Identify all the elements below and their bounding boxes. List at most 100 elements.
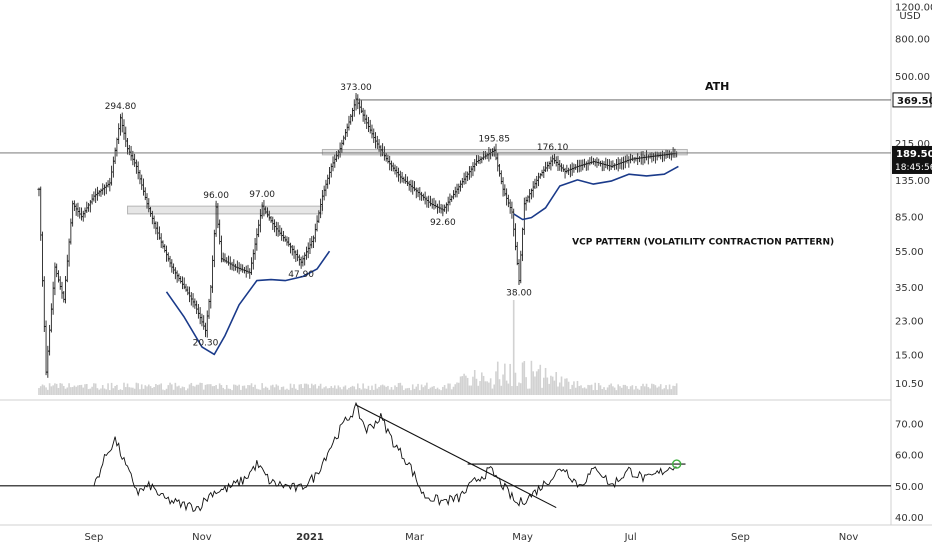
volume-bar	[424, 385, 426, 395]
volume-bar	[406, 388, 409, 395]
volume-bar	[661, 389, 664, 395]
volume-bar	[302, 387, 304, 395]
volume-bar	[68, 383, 70, 395]
volume-bar	[628, 389, 630, 395]
time-axis-tick-label: Nov	[839, 532, 859, 543]
volume-bar	[263, 388, 265, 395]
volume-bar	[362, 383, 364, 395]
time-axis-tick-label: Jul	[624, 532, 637, 543]
volume-bar	[171, 384, 173, 395]
volume-bar	[77, 385, 79, 395]
volume-bar	[124, 387, 127, 395]
ath-price-tag-label: 369.50	[897, 96, 932, 107]
volume-bar	[675, 383, 678, 395]
volume-bar	[266, 387, 269, 395]
volume-bar	[277, 385, 279, 395]
volume-bar	[452, 386, 455, 395]
volume-bar	[496, 361, 499, 395]
volume-bar	[550, 375, 552, 395]
countdown-label: 18:45:56	[895, 163, 932, 173]
volume-bar	[344, 385, 347, 395]
volume-bar	[470, 385, 472, 395]
volume-bar	[169, 382, 171, 395]
volume-bar	[50, 386, 53, 395]
volume-bar	[137, 383, 139, 395]
volume-bar	[592, 390, 595, 395]
volume-bar	[443, 385, 446, 395]
volume-bar	[325, 386, 327, 395]
volume-bar	[539, 364, 542, 395]
volume-bar	[674, 385, 676, 395]
volume-bar	[434, 388, 437, 395]
volume-bar	[197, 384, 200, 395]
volume-bar	[551, 376, 554, 395]
volume-bar	[110, 382, 113, 395]
volume-bar	[57, 387, 60, 395]
volume-bar	[571, 384, 573, 395]
volume-bar	[411, 384, 414, 395]
volume-bar	[447, 383, 449, 395]
volume-bar	[78, 385, 81, 395]
volume-bar	[500, 385, 503, 395]
volume-bar	[176, 386, 178, 395]
volume-bar	[465, 375, 467, 395]
volume-bar	[587, 384, 589, 395]
volume-bar	[574, 387, 577, 395]
price-annotation: 373.00	[340, 83, 372, 93]
volume-bar	[174, 382, 177, 395]
volume-bar	[594, 382, 596, 395]
volume-bar	[640, 386, 643, 395]
volume-bar	[645, 383, 648, 395]
volume-bar	[215, 385, 217, 395]
volume-bar	[144, 385, 147, 395]
volume-bar	[456, 382, 458, 395]
volume-bar	[399, 382, 402, 395]
volume-bar	[546, 377, 549, 395]
volume-bar	[619, 386, 621, 395]
volume-bar	[109, 390, 111, 395]
volume-bar	[615, 390, 618, 395]
volume-bar	[422, 387, 425, 395]
volume-bar	[668, 384, 671, 395]
volume-bar	[319, 383, 322, 395]
volume-bar	[608, 384, 611, 395]
resistance-zone	[321, 148, 688, 156]
volume-bar	[307, 384, 310, 395]
indicator-axis-tick-label: 40.00	[895, 513, 924, 524]
volume-bar	[303, 383, 306, 395]
volume-bar	[275, 384, 278, 395]
price-annotation: 195.85	[478, 134, 510, 144]
volume-bar	[566, 378, 568, 395]
volume-bar	[296, 389, 299, 395]
volume-bar	[94, 383, 97, 395]
volume-bar	[185, 390, 187, 395]
volume-bar	[392, 389, 395, 395]
volume-bar	[349, 386, 352, 395]
volume-bar	[486, 381, 488, 395]
price-annotation: 47.90	[288, 270, 314, 280]
volume-bar	[233, 384, 235, 395]
volume-bar	[378, 386, 380, 395]
volume-bar	[534, 376, 536, 395]
volume-bar	[527, 388, 529, 395]
volume-bar	[351, 385, 354, 395]
volume-bar	[672, 385, 674, 395]
volume-bar	[130, 387, 132, 395]
volume-bar	[112, 388, 115, 395]
indicator-downtrend-line	[355, 404, 557, 509]
volume-bar	[206, 384, 209, 395]
volume-bar	[381, 384, 384, 395]
volume-bar	[390, 387, 393, 395]
volume-bar	[213, 385, 216, 395]
volume-bar	[477, 385, 480, 395]
volume-bar	[105, 389, 108, 395]
volume-bar	[268, 389, 271, 395]
volume-bar	[357, 383, 359, 395]
volume-bar	[647, 387, 650, 395]
volume-bar	[318, 385, 320, 395]
volume-bar	[220, 385, 223, 395]
volume-bar	[519, 383, 522, 395]
volume-bar	[656, 387, 658, 395]
volume-bar	[295, 388, 297, 395]
currency-label: USD	[899, 11, 921, 22]
